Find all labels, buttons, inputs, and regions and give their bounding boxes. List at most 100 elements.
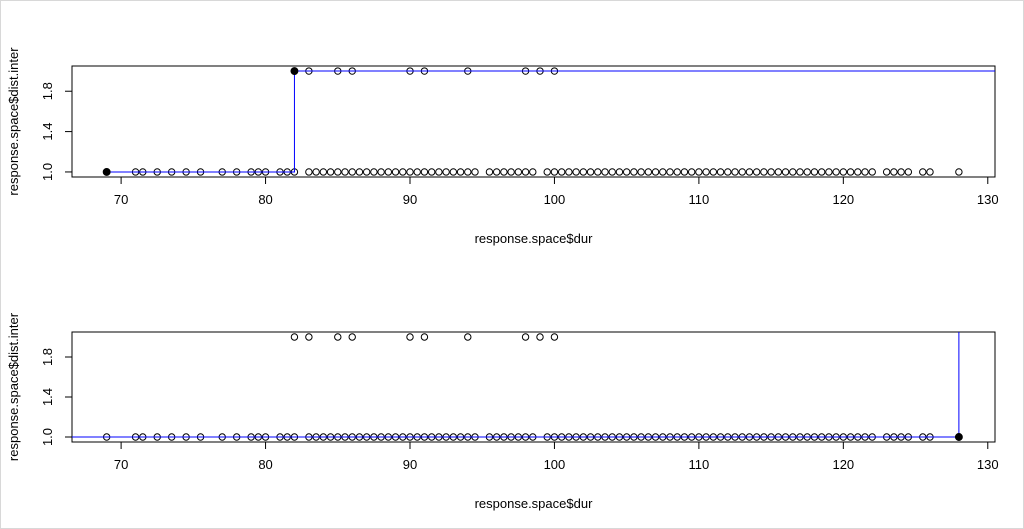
point (955, 168, 963, 176)
point (774, 168, 783, 176)
point (348, 333, 356, 341)
y-tick-label: 1.8 (40, 348, 55, 366)
point (565, 168, 573, 176)
point (334, 168, 342, 176)
point (919, 168, 927, 176)
point (803, 168, 811, 176)
point (492, 168, 501, 176)
point (846, 168, 855, 176)
point (435, 168, 443, 176)
point (377, 168, 385, 176)
highlight-point (290, 67, 299, 75)
x-tick-label: 70 (114, 457, 128, 472)
point (825, 168, 833, 176)
point (319, 168, 328, 176)
point (709, 168, 718, 176)
x-axis-label: response.space$dur (475, 231, 593, 246)
x-tick-label: 80 (258, 192, 272, 207)
point (738, 168, 746, 176)
y-tick-label: 1.0 (40, 163, 55, 181)
point (536, 333, 544, 341)
x-tick-label: 90 (403, 192, 417, 207)
point (406, 168, 414, 176)
x-tick-label: 100 (544, 457, 566, 472)
point (594, 168, 602, 176)
point (305, 333, 313, 341)
point (724, 168, 732, 176)
point (485, 168, 494, 176)
point (637, 168, 645, 176)
point (810, 168, 819, 176)
highlight-point (954, 433, 963, 441)
point (781, 168, 790, 176)
point (832, 168, 840, 176)
x-tick-label: 120 (832, 192, 854, 207)
x-tick-label: 110 (689, 457, 710, 472)
point (882, 168, 891, 176)
y-tick-label: 1.8 (40, 82, 55, 100)
x-tick-label: 80 (258, 457, 272, 472)
point (687, 168, 696, 176)
point (651, 168, 660, 176)
point (695, 168, 703, 176)
point (854, 168, 862, 176)
point (644, 168, 653, 176)
point (839, 168, 848, 176)
point (926, 168, 934, 176)
point (601, 168, 609, 176)
point (399, 168, 407, 176)
point (702, 168, 710, 176)
point (796, 168, 804, 176)
y-axis-label: response.space$dist.inter (6, 312, 21, 461)
point (427, 168, 436, 176)
y-axis-label: response.space$dist.inter (6, 47, 21, 196)
point (550, 168, 559, 176)
x-tick-label: 120 (832, 457, 854, 472)
point (521, 168, 530, 176)
point (622, 168, 631, 176)
point (464, 168, 472, 176)
point (464, 333, 472, 341)
point (341, 168, 349, 176)
point (630, 168, 638, 176)
point (579, 168, 588, 176)
point (420, 333, 429, 341)
point (413, 168, 421, 176)
point (442, 168, 450, 176)
point (817, 168, 826, 176)
point (550, 333, 559, 341)
x-tick-label: 70 (114, 192, 128, 207)
point (370, 168, 378, 176)
point (752, 168, 761, 176)
x-tick-label: 100 (544, 192, 566, 207)
point (290, 333, 299, 341)
x-tick-label: 90 (403, 457, 417, 472)
x-axis-label: response.space$dur (475, 496, 593, 511)
point (904, 168, 913, 176)
point (745, 168, 754, 176)
point (391, 168, 400, 176)
point (666, 168, 674, 176)
point (673, 168, 681, 176)
x-tick-label: 110 (689, 192, 710, 207)
point (789, 168, 797, 176)
point (586, 168, 595, 176)
point (456, 168, 465, 176)
point (760, 168, 768, 176)
y-tick-label: 1.0 (40, 428, 55, 446)
point (406, 333, 414, 341)
point (890, 168, 898, 176)
point (348, 168, 356, 176)
point (543, 168, 551, 176)
point (471, 168, 479, 176)
point (897, 168, 905, 176)
point (449, 168, 458, 176)
point (716, 168, 725, 176)
point (557, 168, 566, 176)
y-tick-label: 1.4 (40, 123, 55, 141)
highlight-point (102, 168, 111, 176)
point (680, 168, 689, 176)
point (507, 168, 515, 176)
